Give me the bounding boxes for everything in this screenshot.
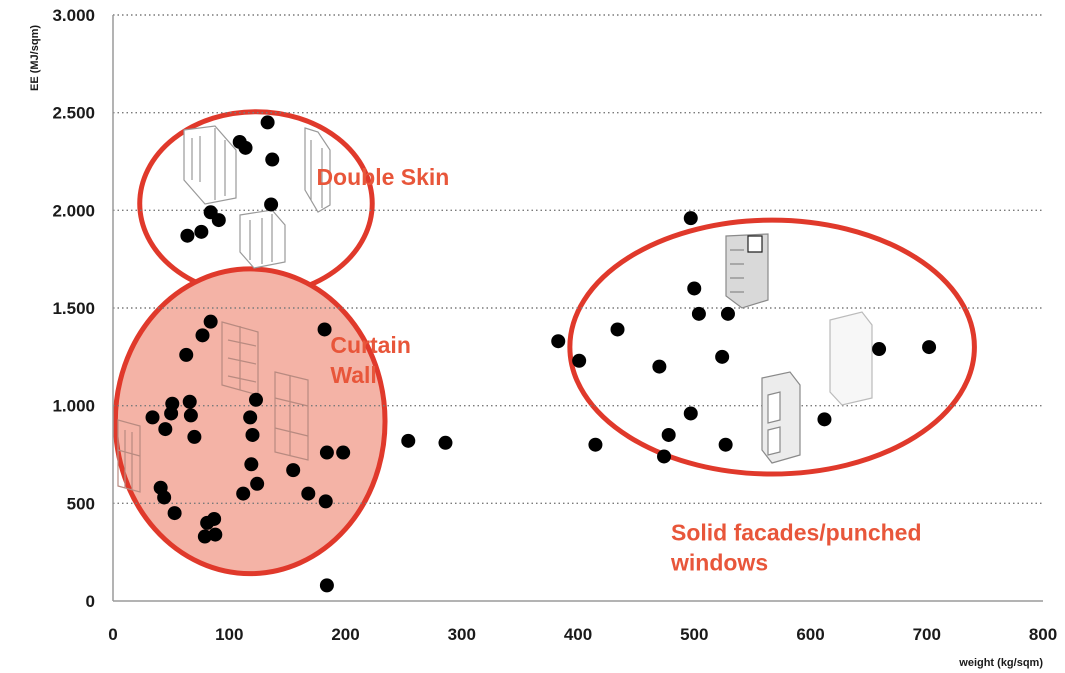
data-point [203, 314, 218, 329]
group-ellipse-3 [567, 217, 977, 477]
data-point [165, 396, 180, 411]
y-tick-label: 2.000 [52, 201, 95, 220]
x-tick-label: 800 [1029, 625, 1057, 644]
data-point [264, 197, 279, 212]
data-point [657, 449, 672, 464]
data-point [182, 394, 197, 409]
data-point [401, 433, 416, 448]
axes [112, 15, 1043, 602]
x-tick-label: 200 [331, 625, 359, 644]
data-point [718, 437, 733, 452]
data-point [715, 349, 730, 364]
data-point [238, 140, 253, 155]
data-point [260, 115, 275, 130]
data-point [187, 429, 202, 444]
data-point [691, 306, 706, 321]
data-point [336, 445, 351, 460]
y-tick-label: 2.500 [52, 104, 95, 123]
tick-labels: 0 500 1.000 1.500 2.000 2.500 3.000 0 100 200 300 4… [52, 6, 1057, 644]
data-point [183, 408, 198, 423]
data-point [683, 211, 698, 226]
data-point [438, 435, 453, 450]
x-tick-label: 0 [108, 625, 117, 644]
double-skin-facade-illustration [183, 125, 331, 269]
data-point [286, 463, 301, 478]
data-point [588, 437, 603, 452]
data-point [922, 340, 937, 355]
annotations: Double Skin Curtain Wall Solid facades/punc… [316, 164, 921, 576]
x-tick-label: 500 [680, 625, 708, 644]
y-tick-label: 3.000 [52, 6, 95, 25]
data-point [610, 322, 625, 337]
data-point [167, 506, 182, 521]
annotation-2: Curtain Wall [330, 332, 411, 388]
data-point [265, 152, 280, 167]
data-point [157, 490, 172, 505]
grid-lines [113, 14, 1043, 505]
data-point [318, 494, 333, 509]
data-point [661, 427, 676, 442]
x-tick-label: 300 [448, 625, 476, 644]
data-point [207, 511, 222, 526]
y-tick-label: 500 [67, 494, 95, 513]
data-point [872, 342, 887, 357]
data-point [572, 353, 587, 368]
data-point [236, 486, 251, 501]
x-axis-title: weight (kg/sqm) [958, 657, 1043, 669]
data-point [180, 228, 195, 243]
data-point [551, 334, 566, 349]
x-tick-label: 600 [796, 625, 824, 644]
data-point [244, 457, 259, 472]
x-tick-label: 100 [215, 625, 243, 644]
data-point [687, 281, 702, 296]
data-point [243, 410, 258, 425]
data-point [179, 347, 194, 362]
data-point [317, 322, 332, 337]
y-tick-label: 1.000 [52, 397, 95, 416]
data-point [817, 412, 832, 427]
data-point [245, 427, 260, 442]
data-point [720, 306, 735, 321]
data-point [145, 410, 160, 425]
curtain-wall-illustration [117, 321, 309, 493]
annotation-1: Double Skin [316, 164, 449, 190]
data-points [145, 115, 937, 593]
x-tick-label: 400 [564, 625, 592, 644]
y-tick-label: 1.500 [52, 299, 95, 318]
data-point [319, 578, 334, 593]
data-point [248, 392, 263, 407]
data-point [194, 224, 209, 239]
y-tick-label: 0 [86, 592, 95, 611]
data-point [250, 476, 265, 491]
solid-facade-illustration [725, 233, 873, 464]
data-point [195, 328, 210, 343]
data-point [319, 445, 334, 460]
x-tick-label: 700 [913, 625, 941, 644]
data-point [301, 486, 316, 501]
annotation-3: Solid facades/punched windows [670, 519, 922, 575]
data-point [211, 213, 226, 228]
data-point [158, 422, 173, 437]
y-axis-title: EE (MJ/sqm) [29, 25, 41, 91]
data-point [652, 359, 667, 374]
data-point [683, 406, 698, 421]
data-point [197, 529, 212, 544]
data-point [208, 527, 223, 542]
